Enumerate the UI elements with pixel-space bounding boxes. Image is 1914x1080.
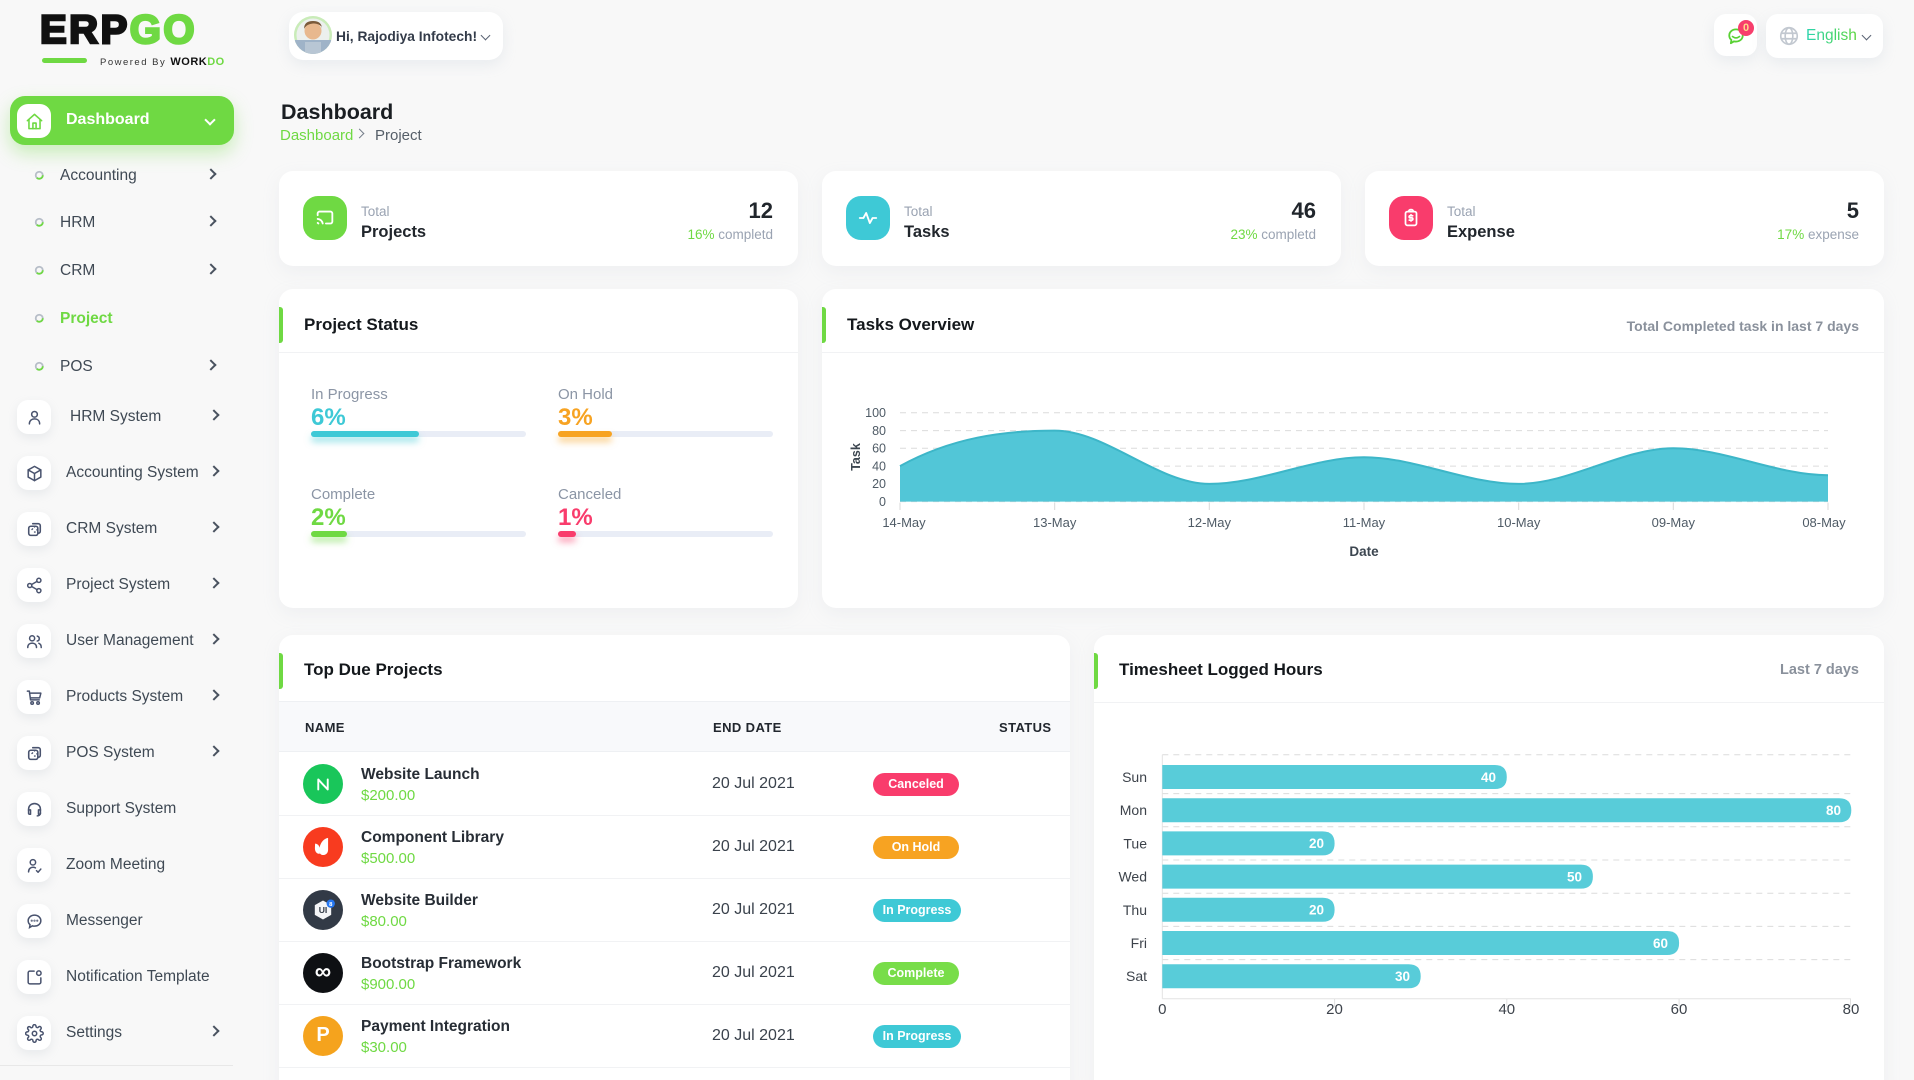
svg-text:20: 20 <box>1309 903 1324 918</box>
svg-text:80: 80 <box>872 424 886 438</box>
svg-text:08-May: 08-May <box>1802 515 1846 530</box>
svg-text:40: 40 <box>1498 1001 1515 1018</box>
svg-text:80: 80 <box>1826 803 1841 818</box>
svg-text:09-May: 09-May <box>1652 515 1696 530</box>
svg-text:Sat: Sat <box>1126 968 1147 984</box>
svg-text:40: 40 <box>872 459 886 473</box>
svg-text:50: 50 <box>1567 869 1582 884</box>
svg-text:80: 80 <box>1843 1001 1860 1018</box>
svg-text:Thu: Thu <box>1123 902 1147 918</box>
svg-text:20: 20 <box>1326 1001 1343 1018</box>
svg-text:100: 100 <box>865 406 886 420</box>
svg-text:14-May: 14-May <box>882 515 926 530</box>
svg-text:20: 20 <box>872 477 886 491</box>
svg-text:13-May: 13-May <box>1033 515 1077 530</box>
svg-text:30: 30 <box>1395 969 1410 984</box>
svg-text:Wed: Wed <box>1118 869 1147 885</box>
svg-text:11-May: 11-May <box>1343 515 1386 530</box>
svg-text:12-May: 12-May <box>1188 515 1232 530</box>
svg-text:40: 40 <box>1481 770 1496 785</box>
svg-text:Tue: Tue <box>1123 835 1147 851</box>
svg-text:60: 60 <box>1671 1001 1688 1018</box>
svg-text:0: 0 <box>1158 1001 1166 1018</box>
svg-text:Sun: Sun <box>1122 769 1147 785</box>
svg-text:20: 20 <box>1309 836 1324 851</box>
svg-text:Task: Task <box>849 443 863 471</box>
svg-text:Mon: Mon <box>1120 802 1147 818</box>
svg-text:Fri: Fri <box>1131 935 1147 951</box>
svg-text:60: 60 <box>1653 936 1668 951</box>
svg-text:UI: UI <box>319 905 328 915</box>
svg-text:10-May: 10-May <box>1497 515 1541 530</box>
svg-text:60: 60 <box>872 442 886 456</box>
svg-text:0: 0 <box>879 495 886 509</box>
svg-text:Date: Date <box>1349 544 1379 559</box>
svg-text:8: 8 <box>329 902 333 908</box>
